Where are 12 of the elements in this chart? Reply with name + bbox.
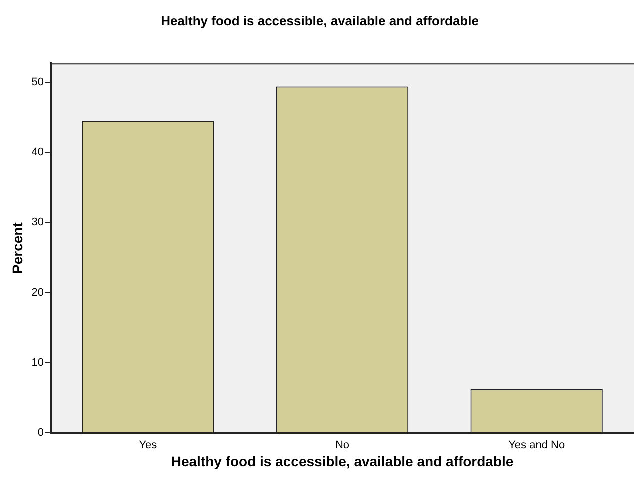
y-tick-label: 10	[32, 356, 44, 369]
y-tick-label: 40	[32, 146, 44, 159]
y-tick-label: 20	[32, 286, 44, 299]
y-tick-label: 30	[32, 216, 44, 229]
x-tick-label: Yes	[139, 440, 158, 452]
x-tick-label: Yes and No	[508, 440, 566, 452]
x-axis-title: Healthy food is accessible, available and affordable	[171, 453, 514, 470]
x-tick-label: No	[335, 440, 350, 452]
y-axis-title: Percent	[9, 222, 26, 274]
chart-title: Healthy food is accessible, available and affordable	[161, 13, 479, 28]
y-tick-label: 50	[32, 76, 44, 89]
y-tick-label: 0	[38, 427, 44, 440]
